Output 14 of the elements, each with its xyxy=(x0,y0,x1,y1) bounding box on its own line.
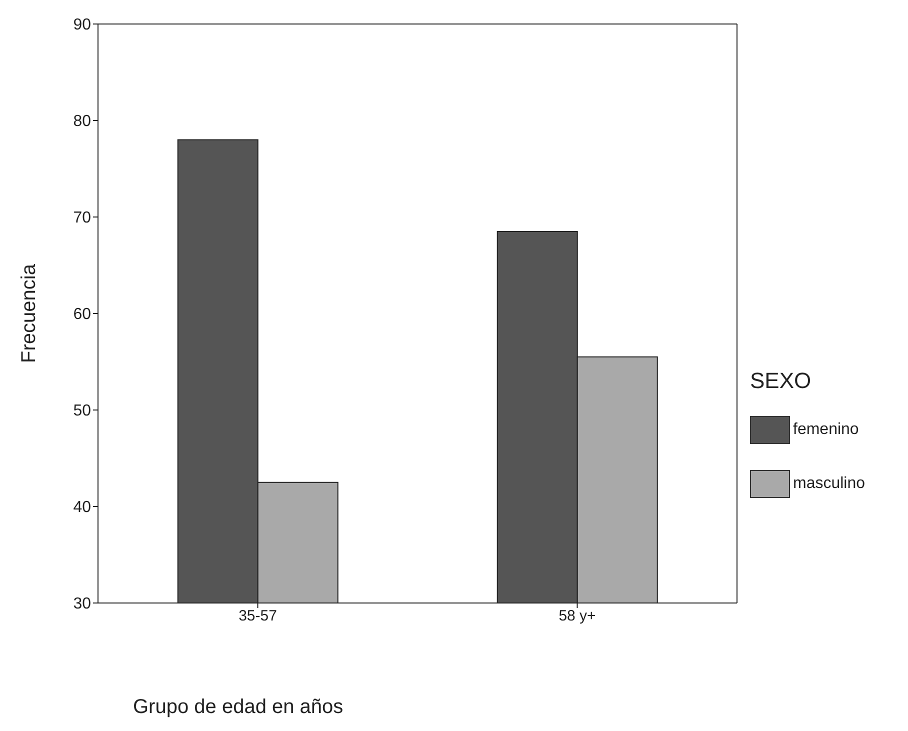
legend-label: masculino xyxy=(793,474,866,492)
y-tick-label: 90 xyxy=(73,16,92,34)
x-tick-label: 58 y+ xyxy=(558,608,596,625)
x-tick-label: 35-57 xyxy=(238,608,277,625)
legend-label: femenino xyxy=(793,420,859,438)
y-tick-label: 60 xyxy=(73,306,92,324)
legend-title: SEXO xyxy=(750,368,812,394)
y-tick-label: 80 xyxy=(73,113,92,130)
y-tick-label: 50 xyxy=(73,402,92,420)
x-axis-title: Grupo de edad en años xyxy=(133,696,344,718)
y-tick-label: 70 xyxy=(73,210,92,227)
y-tick-label: 40 xyxy=(73,499,92,516)
y-axis-title: Frecuencia xyxy=(18,263,40,363)
y-tick-label: 30 xyxy=(73,596,92,613)
